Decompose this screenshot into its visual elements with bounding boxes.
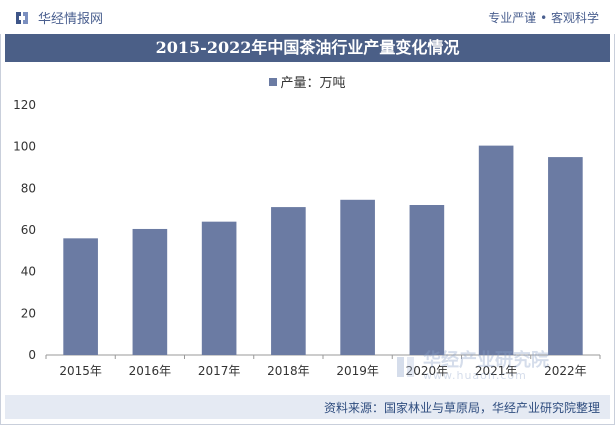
brand-name: 华经情报网 <box>38 12 104 27</box>
bar <box>548 157 583 355</box>
x-tick-label: 2018年 <box>267 364 310 378</box>
chart-legend: 产量：万吨 <box>0 72 615 91</box>
footer: 资料来源：国家林业与草原局，华经产业研究院整理 <box>5 395 610 419</box>
bar <box>409 205 445 355</box>
y-tick-label: 60 <box>21 223 36 237</box>
y-tick-label: 40 <box>21 265 36 279</box>
y-tick-label: 100 <box>13 140 36 154</box>
legend-label: 产量：万吨 <box>280 76 346 91</box>
watermark-name: 华经产业研究院 <box>423 350 549 371</box>
x-tick-label: 2019年 <box>336 364 379 378</box>
x-tick-label: 2015年 <box>59 364 102 378</box>
x-tick-label: 2016年 <box>129 364 172 378</box>
slogan: 专业严谨 • 客观科学 <box>488 11 599 25</box>
bar <box>132 228 168 355</box>
x-tick-label: 2021年 <box>475 364 518 378</box>
legend-swatch <box>269 78 278 86</box>
x-tick-label: 2022年 <box>544 364 587 378</box>
top-bar: 华经情报网 专业严谨 • 客观科学 <box>0 0 615 34</box>
bar <box>271 207 306 355</box>
chart-title: 2015-2022年中国茶油行业产量变化情况 <box>5 34 610 62</box>
bar <box>478 145 514 355</box>
y-tick-label: 20 <box>21 306 36 320</box>
bar <box>63 238 98 355</box>
watermark-url: www.huaon.com <box>423 369 527 382</box>
bar <box>340 199 375 355</box>
y-tick-label: 0 <box>28 348 36 362</box>
source-note: 资料来源：国家林业与草原局，华经产业研究院整理 <box>323 401 600 415</box>
bar-chart: 0 20 40 60 80 100 120 2015年 2016年 2017年 2018年 2019年… <box>13 98 601 378</box>
bar <box>201 221 237 355</box>
watermark: 华经产业研究院 www.huaon.com <box>395 352 549 382</box>
watermark-logo-icon <box>397 357 414 377</box>
brand: 华经情报网 <box>14 8 103 27</box>
y-tick-label: 80 <box>21 181 36 195</box>
y-tick-label: 120 <box>13 98 36 112</box>
logo-icon <box>16 11 28 24</box>
x-tick-label: 2020年 <box>406 364 449 378</box>
x-tick-label: 2017年 <box>198 364 241 378</box>
